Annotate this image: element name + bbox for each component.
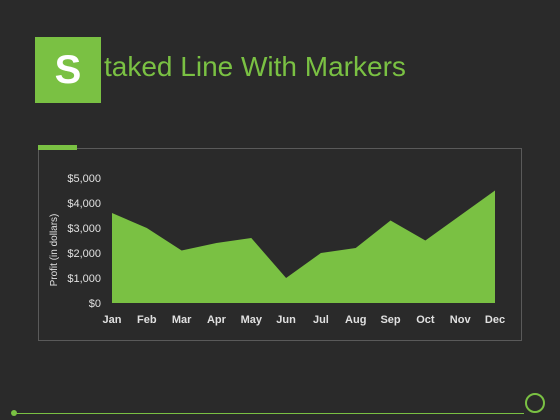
chart-accent-bar [38, 145, 77, 150]
x-tick-label: Nov [450, 314, 472, 326]
y-tick-label: $2,000 [67, 248, 101, 260]
y-tick-label: $0 [89, 298, 101, 310]
x-tick-label: Aug [345, 314, 366, 326]
footer-line [14, 413, 524, 414]
y-axis-label: Profit (in dollars) [49, 214, 60, 287]
chart-frame [38, 148, 522, 341]
x-tick-label: Jun [276, 314, 296, 326]
x-tick-label: Sep [380, 314, 400, 326]
y-tick-label: $3,000 [67, 223, 101, 235]
title-letter-block: S [35, 37, 101, 103]
x-tick-label: Mar [172, 314, 192, 326]
x-tick-label: Feb [137, 314, 157, 326]
footer-dot [11, 410, 17, 416]
x-tick-label: Dec [485, 314, 505, 326]
area-series-0 [112, 190, 495, 303]
x-tick-label: Apr [207, 314, 227, 326]
slide-title: taked Line With Markers [104, 51, 406, 82]
title-letter: S [54, 48, 82, 92]
x-tick-label: Jul [313, 314, 329, 326]
y-tick-label: $1,000 [67, 273, 101, 285]
x-tick-label: Oct [416, 314, 435, 326]
x-tick-label: May [241, 314, 263, 326]
y-tick-label: $4,000 [67, 198, 101, 210]
x-tick-label: Jan [103, 314, 122, 326]
y-tick-label: $5,000 [67, 173, 101, 185]
footer-circle-icon [525, 393, 545, 413]
